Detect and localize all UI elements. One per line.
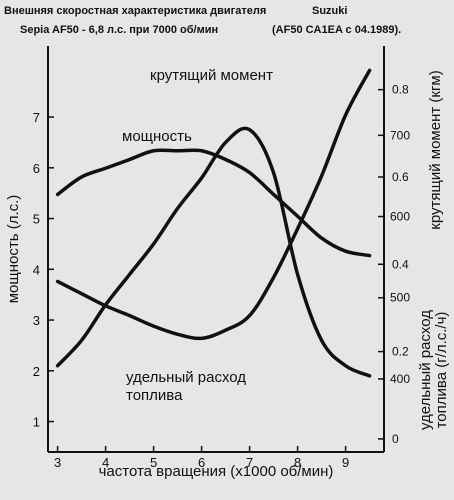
x-axis-label: частота вращения (x1000 об/мин)	[99, 463, 334, 480]
y-left-tick-label: 1	[33, 415, 40, 430]
torque-series-label: крутящий момент	[150, 67, 273, 84]
chart-title-line2: Sepia AF50 - 6,8 л.с. при 7000 об/мин	[20, 24, 219, 36]
x-tick-label: 6	[198, 455, 205, 470]
chart-title-line1: Внешняя скоростная характеристика двигат…	[4, 5, 267, 17]
fuel-series-label-line2: топлива	[126, 387, 183, 404]
y-torque-axis-label: крутящий момент (кгм)	[427, 70, 444, 229]
x-tick-label: 8	[294, 455, 301, 470]
chart-model-code: (AF50 CA1EA с 04.1989).	[272, 24, 402, 36]
y-fuel-tick-label: 600	[390, 210, 410, 224]
y-left-tick-label: 7	[33, 110, 40, 125]
x-tick-label: 5	[150, 455, 157, 470]
y-left-tick-label: 6	[33, 161, 40, 176]
x-tick-label: 3	[54, 455, 61, 470]
x-tick-label: 4	[102, 455, 109, 470]
x-tick-label: 7	[246, 455, 253, 470]
y-fuel-tick-label: 400	[390, 372, 410, 386]
y-left-axis-label: мощность (л.с.)	[5, 195, 22, 304]
y-fuel-axis-label-line1: удельный расход	[417, 310, 434, 430]
chart-brand: Suzuki	[312, 5, 348, 17]
y-torque-tick-label: 0.6	[392, 170, 409, 184]
y-fuel-tick-label: 500	[390, 291, 410, 305]
y-torque-tick-label: 0.4	[392, 257, 409, 271]
y-torque-tick-label: 0.8	[392, 83, 409, 97]
series-line-left	[55, 126, 372, 378]
x-tick-label: 9	[342, 455, 349, 470]
power-series-label: мощность	[122, 128, 192, 145]
y-left-tick-label: 4	[33, 262, 40, 277]
y-torque-tick-label: 0	[392, 432, 399, 446]
y-left-tick-label: 3	[33, 313, 40, 328]
series-line-fuel	[55, 68, 372, 341]
fuel-series-label-line1: удельный расход	[126, 369, 246, 386]
y-torque-tick-label: 0.2	[392, 345, 409, 359]
y-fuel-axis-label-line2: топлива (г/л.с./ч)	[433, 312, 450, 429]
y-fuel-tick-label: 700	[390, 128, 410, 142]
y-left-tick-label: 2	[33, 364, 40, 379]
series-line-torque	[55, 148, 372, 258]
y-left-tick-label: 5	[33, 212, 40, 227]
